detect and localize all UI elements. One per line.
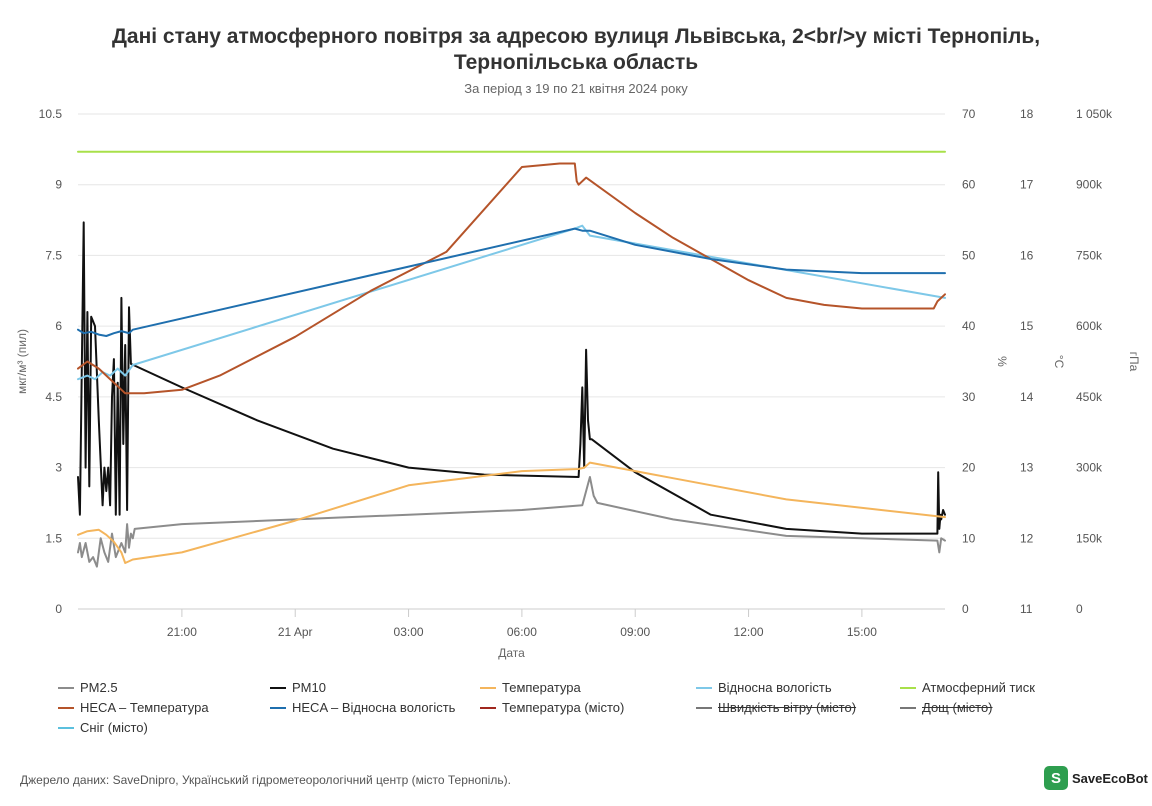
legend-swatch bbox=[270, 686, 286, 689]
y-tick-label-pm: 4.5 bbox=[45, 390, 62, 404]
y-tick-label-press: 150k bbox=[1076, 531, 1103, 545]
legend-swatch bbox=[480, 686, 496, 689]
y-tick-label-hum: 40 bbox=[962, 319, 976, 333]
savecobot-logo-icon: S bbox=[1044, 766, 1068, 790]
legend-item[interactable]: Сніг (місто) bbox=[58, 720, 148, 735]
y-tick-label-pm: 6 bbox=[55, 319, 62, 333]
y-tick-label-temp: 12 bbox=[1020, 531, 1034, 545]
y-tick-label-temp: 17 bbox=[1020, 178, 1034, 192]
legend-item[interactable]: PM2.5 bbox=[58, 680, 118, 695]
x-tick-label: 15:00 bbox=[847, 625, 877, 639]
legend-swatch bbox=[58, 686, 74, 689]
legend-item[interactable]: Атмосферний тиск bbox=[900, 680, 1035, 695]
y-tick-label-pm: 1.5 bbox=[45, 531, 62, 545]
y-axis-title-press: гПа bbox=[1127, 352, 1141, 372]
y-tick-label-pm: 7.5 bbox=[45, 248, 62, 262]
savecobot-logo[interactable]: S SaveEcoBot bbox=[1044, 765, 1148, 791]
legend-label: Швидкість вітру (місто) bbox=[718, 700, 857, 715]
legend-swatch bbox=[58, 726, 74, 729]
series-line-heca-температура bbox=[77, 162, 946, 395]
legend-item[interactable]: Температура bbox=[480, 680, 581, 695]
series-line-відносна-вологість bbox=[77, 224, 946, 381]
x-tick-label: 21:00 bbox=[167, 625, 197, 639]
series-line-температура bbox=[77, 461, 946, 564]
legend-label: Температура (місто) bbox=[502, 700, 625, 715]
chart-title-line-2: Тернопільська область bbox=[453, 51, 699, 74]
y-tick-label-temp: 15 bbox=[1020, 319, 1034, 333]
y-tick-label-press: 600k bbox=[1076, 319, 1103, 333]
x-tick-label: 03:00 bbox=[394, 625, 424, 639]
y-axis-title-pm: мкг/м³ (пил) bbox=[15, 329, 29, 394]
x-tick-label: 21 Apr bbox=[278, 625, 313, 639]
y-tick-label-temp: 11 bbox=[1020, 602, 1033, 616]
y-tick-label-hum: 60 bbox=[962, 178, 976, 192]
y-tick-label-press: 1 050k bbox=[1076, 107, 1113, 121]
y-tick-label-temp: 14 bbox=[1020, 390, 1034, 404]
savecobot-logo-text: SaveEcoBot bbox=[1072, 770, 1148, 786]
legend-label: Відносна вологість bbox=[718, 680, 832, 695]
legend-swatch bbox=[270, 706, 286, 709]
y-tick-label-press: 450k bbox=[1076, 390, 1103, 404]
legend-item[interactable]: PM10 bbox=[270, 680, 326, 695]
y-tick-label-press: 750k bbox=[1076, 248, 1103, 262]
x-tick-label: 12:00 bbox=[734, 625, 764, 639]
y-tick-label-press: 0 bbox=[1076, 602, 1083, 616]
y-tick-label-temp: 16 bbox=[1020, 248, 1034, 262]
y-tick-label-temp: 18 bbox=[1020, 107, 1034, 121]
y-tick-label-hum: 10 bbox=[962, 531, 976, 545]
chart-title: Дані стану атмосферного повітря за адрес… bbox=[0, 24, 1152, 76]
legend-swatch bbox=[900, 686, 916, 689]
chart-subtitle: За період з 19 по 21 квітня 2024 року bbox=[464, 81, 688, 96]
series-line-heca-відносна-вологість bbox=[77, 227, 946, 337]
legend-swatch bbox=[696, 706, 712, 709]
legend-swatch bbox=[696, 686, 712, 689]
legend-item[interactable]: HECA – Відносна вологість bbox=[270, 700, 455, 715]
legend-label: HECA – Відносна вологість bbox=[292, 700, 456, 715]
y-tick-label-press: 300k bbox=[1076, 461, 1103, 475]
x-tick-label: 06:00 bbox=[507, 625, 537, 639]
data-source-note: Джерело даних: SaveDnipro, Український г… bbox=[20, 773, 511, 787]
y-tick-label-hum: 0 bbox=[962, 602, 969, 616]
y-tick-label-hum: 70 bbox=[962, 107, 976, 121]
legend-swatch bbox=[480, 706, 496, 709]
y-tick-label-pm: 10.5 bbox=[39, 107, 63, 121]
legend-label: PM2.5 bbox=[80, 680, 118, 695]
legend-label: HECA – Температура bbox=[80, 700, 209, 715]
legend-item[interactable]: Швидкість вітру (місто) bbox=[696, 700, 856, 715]
x-axis-title: Дата bbox=[498, 646, 525, 660]
y-tick-label-press: 900k bbox=[1076, 178, 1103, 192]
y-tick-label-hum: 30 bbox=[962, 390, 976, 404]
y-tick-label-pm: 9 bbox=[55, 178, 62, 192]
y-axis-title-temp: °C bbox=[1052, 355, 1066, 369]
y-tick-label-pm: 0 bbox=[55, 602, 62, 616]
legend-item[interactable]: Відносна вологість bbox=[696, 680, 832, 695]
y-tick-label-temp: 13 bbox=[1020, 461, 1034, 475]
chart-title-line-1: Дані стану атмосферного повітря за адрес… bbox=[111, 25, 1041, 48]
legend-label: PM10 bbox=[292, 680, 326, 695]
series-line-pm10 bbox=[77, 221, 946, 535]
legend-label: Дощ (місто) bbox=[922, 700, 993, 715]
legend-item[interactable]: Температура (місто) bbox=[480, 700, 624, 715]
x-tick-label: 09:00 bbox=[620, 625, 650, 639]
y-tick-label-hum: 50 bbox=[962, 248, 976, 262]
series-line-pm2-5 bbox=[77, 476, 946, 568]
legend-label: Атмосферний тиск bbox=[922, 680, 1035, 695]
y-tick-label-pm: 3 bbox=[55, 461, 62, 475]
legend-item[interactable]: Дощ (місто) bbox=[900, 700, 993, 715]
legend-label: Сніг (місто) bbox=[80, 720, 148, 735]
y-tick-label-hum: 20 bbox=[962, 461, 976, 475]
legend-swatch bbox=[58, 706, 74, 709]
legend-item[interactable]: HECA – Температура bbox=[58, 700, 209, 715]
legend-swatch bbox=[900, 706, 916, 709]
legend-label: Температура bbox=[502, 680, 581, 695]
y-axis-title-hum: % bbox=[995, 356, 1009, 367]
